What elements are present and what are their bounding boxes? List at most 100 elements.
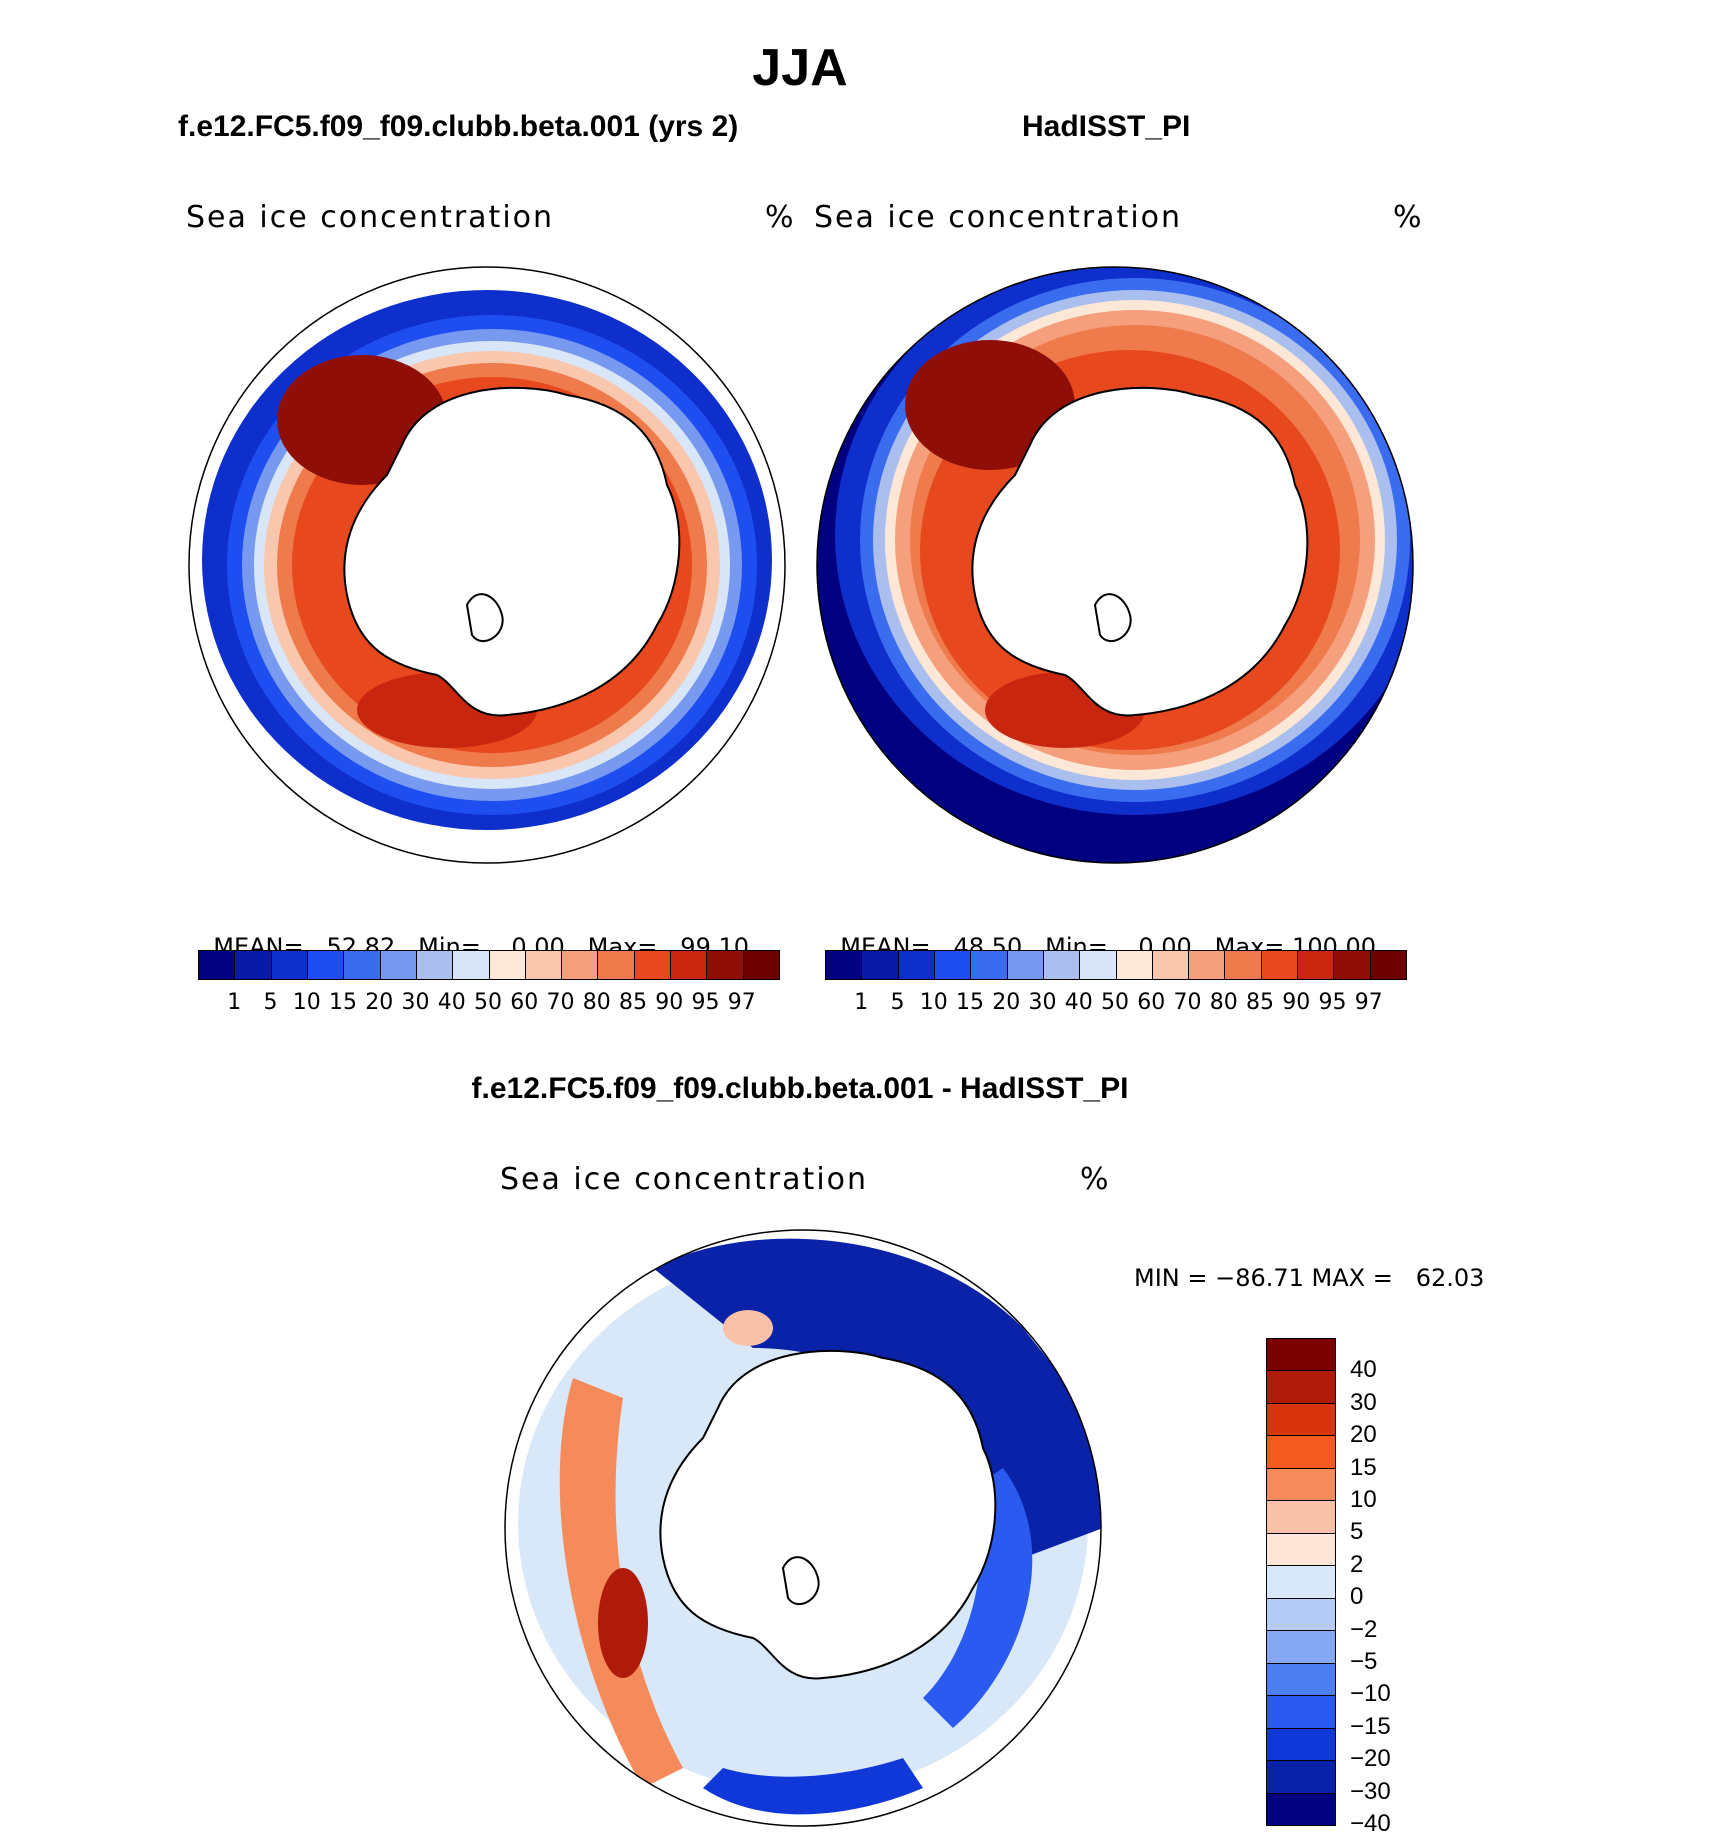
colorbar-swatch	[743, 951, 779, 979]
colorbar-tick-label: 97	[1354, 990, 1383, 1015]
colorbar-tick-label: −2	[1350, 1615, 1378, 1643]
colorbar-swatch	[1370, 951, 1406, 979]
colorbar-swatch	[634, 951, 672, 979]
colorbar-right-ticks: 1 5 10 15 20 30 40 50 60 70 80 85 90 95 97	[825, 990, 1407, 1015]
colorbar-swatch	[1267, 1761, 1335, 1794]
model-sea-ice-map	[188, 266, 786, 864]
colorbar-swatch	[525, 951, 563, 979]
colorbar-right	[825, 950, 1407, 980]
colorbar-tick-label: 80	[1209, 990, 1238, 1015]
colorbar-tick-label: 30	[1350, 1388, 1377, 1416]
colorbar-tick-label: 30	[401, 990, 430, 1015]
colorbar-tick-label: 90	[655, 990, 684, 1015]
colorbar-tick-label: 1	[227, 990, 242, 1015]
colorbar-tick-label: 60	[1137, 990, 1166, 1015]
colorbar-swatch	[671, 951, 708, 979]
colorbar-swatch	[1298, 951, 1335, 979]
colorbar-tick-label: −5	[1350, 1648, 1378, 1675]
colorbar-tick-label: 80	[582, 990, 611, 1015]
colorbar-tick-label: 95	[691, 990, 720, 1015]
figure-title: JJA	[752, 39, 848, 97]
colorbar-tick-label: 20	[365, 990, 394, 1015]
colorbar-swatch	[826, 951, 863, 979]
colorbar-swatch	[1267, 1631, 1335, 1664]
colorbar-swatch	[1267, 1696, 1335, 1729]
colorbar-swatch	[380, 951, 417, 979]
colorbar-tick-label: 10	[919, 990, 948, 1015]
colorbar-left	[198, 950, 780, 980]
colorbar-tick-label: 60	[510, 990, 539, 1015]
colorbar-tick-label: 15	[329, 990, 357, 1015]
colorbar-swatch	[1225, 951, 1262, 979]
panel-right-title: HadISST_PI	[1022, 110, 1191, 143]
colorbar-swatch	[1334, 951, 1371, 979]
colorbar-swatch	[199, 951, 236, 979]
colorbar-swatch	[271, 951, 308, 979]
colorbar-tick-label: 5	[890, 990, 905, 1015]
panel-left-field-label: Sea ice concentration	[186, 200, 555, 235]
colorbar-swatch	[1267, 1793, 1335, 1826]
panel-right-unit: %	[1393, 200, 1422, 235]
colorbar-swatch	[1043, 951, 1081, 979]
colorbar-tick-label: 20	[1350, 1421, 1377, 1449]
panel-left-title: f.e12.FC5.f09_f09.clubb.beta.001 (yrs 2)	[178, 110, 739, 143]
colorbar-tick-label: 95	[1318, 990, 1347, 1015]
panel-left-unit: %	[765, 200, 794, 235]
colorbar-swatch	[235, 951, 272, 979]
colorbar-left-ticks: 1 5 10 15 20 30 40 50 60 70 80 85 90 95 97	[198, 990, 780, 1015]
colorbar-swatch	[934, 951, 972, 979]
colorbar-tick-label: 10	[1350, 1486, 1377, 1513]
colorbar-tick-label: 20	[992, 990, 1021, 1015]
colorbar-swatch	[1189, 951, 1226, 979]
colorbar-swatch	[307, 951, 345, 979]
colorbar-tick-label: −20	[1350, 1745, 1391, 1773]
difference-sea-ice-map	[504, 1229, 1102, 1827]
colorbar-tick-label: 85	[619, 990, 647, 1015]
colorbar-tick-label: 50	[1101, 990, 1129, 1015]
colorbar-swatch	[562, 951, 599, 979]
colorbar-swatch	[1267, 1598, 1335, 1632]
colorbar-swatch	[1267, 1436, 1335, 1469]
colorbar-swatch	[707, 951, 744, 979]
colorbar-tick-label: 5	[263, 990, 278, 1015]
colorbar-tick-label: 40	[1350, 1356, 1377, 1384]
colorbar-swatch	[1267, 1339, 1335, 1372]
colorbar-tick-label: 15	[956, 990, 984, 1015]
colorbar-swatch	[1080, 951, 1117, 979]
colorbar-swatch	[1116, 951, 1153, 979]
colorbar-tick-label: 5	[1350, 1518, 1364, 1546]
colorbar-swatch	[1261, 951, 1299, 979]
colorbar-swatch	[1267, 1371, 1335, 1404]
colorbar-swatch	[1267, 1663, 1335, 1697]
colorbar-swatch	[1267, 1728, 1335, 1762]
colorbar-swatch	[1152, 951, 1190, 979]
colorbar-swatch	[344, 951, 381, 979]
colorbar-swatch	[1267, 1533, 1335, 1567]
colorbar-swatch	[1267, 1468, 1335, 1502]
difference-minmax: MIN = −86.71 MAX = 62.03	[1134, 1264, 1485, 1292]
colorbar-tick-label: −10	[1350, 1680, 1391, 1708]
colorbar-difference	[1266, 1338, 1336, 1826]
colorbar-swatch	[1267, 1403, 1335, 1437]
colorbar-tick-label: −15	[1350, 1712, 1391, 1740]
colorbar-swatch	[489, 951, 526, 979]
colorbar-tick-label: 70	[1173, 990, 1202, 1015]
difference-title: f.e12.FC5.f09_f09.clubb.beta.001 - HadIS…	[471, 1072, 1129, 1105]
observed-sea-ice-map	[816, 266, 1414, 864]
colorbar-tick-label: 85	[1246, 990, 1274, 1015]
colorbar-tick-label: 2	[1350, 1550, 1364, 1578]
colorbar-tick-label: 90	[1282, 990, 1311, 1015]
difference-field-label: Sea ice concentration	[500, 1162, 869, 1197]
colorbar-tick-label: 40	[437, 990, 466, 1015]
colorbar-swatch	[1267, 1501, 1335, 1534]
colorbar-swatch	[1007, 951, 1044, 979]
colorbar-swatch	[898, 951, 935, 979]
colorbar-tick-label: 70	[546, 990, 575, 1015]
colorbar-swatch	[971, 951, 1008, 979]
colorbar-tick-label: 15	[1350, 1453, 1377, 1481]
colorbar-tick-label: 10	[292, 990, 321, 1015]
panel-right-field-label: Sea ice concentration	[814, 200, 1183, 235]
colorbar-tick-label: 30	[1028, 990, 1057, 1015]
colorbar-swatch	[453, 951, 490, 979]
colorbar-tick-label: 1	[854, 990, 869, 1015]
